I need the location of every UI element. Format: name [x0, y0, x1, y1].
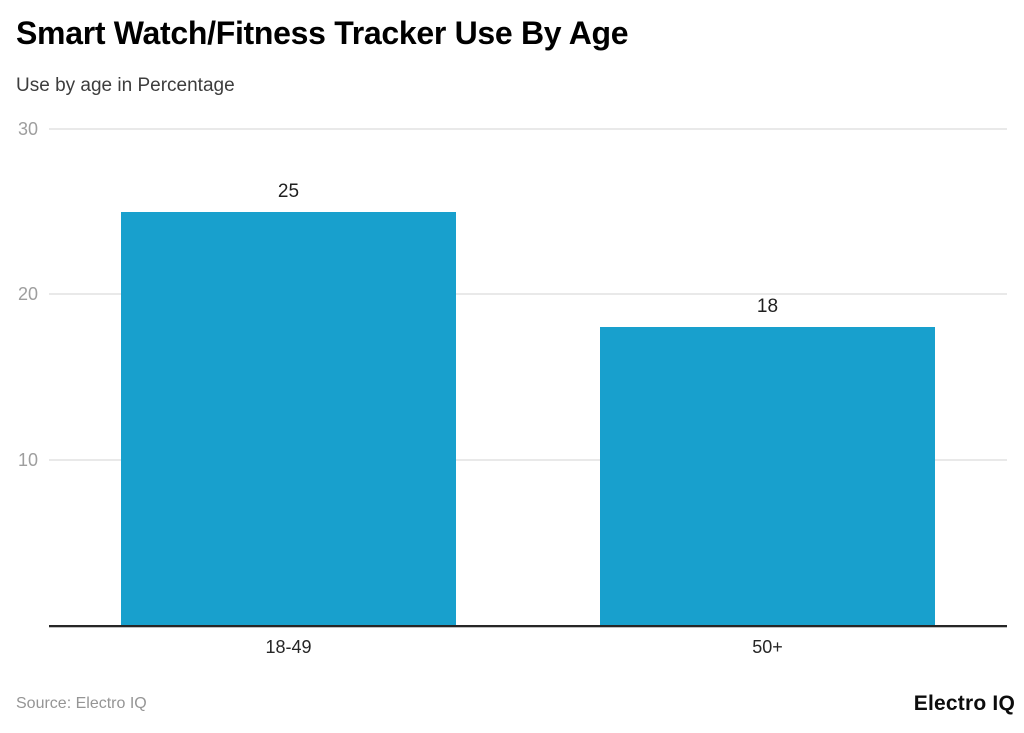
- chart-subtitle: Use by age in Percentage: [16, 75, 235, 96]
- value-label-50+: 18: [756, 296, 779, 318]
- source-note: Source: Electro IQ: [16, 695, 147, 712]
- plot-area: 10 20 30 25 18-49 18 50+: [18, 120, 1007, 656]
- brand-logo: Electro IQ: [913, 692, 1015, 715]
- bar-50+: [599, 327, 936, 625]
- y-tick-label-10: 10: [17, 449, 38, 470]
- x-axis-line: [49, 625, 1007, 627]
- x-tick-label-18-49: 18-49: [265, 637, 312, 657]
- gridline-20: [49, 293, 1007, 296]
- gridline-10: [49, 458, 1007, 461]
- value-label-18-49: 25: [277, 180, 300, 202]
- gridline-30: [49, 128, 1007, 130]
- y-tick-label-30: 30: [17, 119, 38, 139]
- chart-title: Smart Watch/Fitness Tracker Use By Age: [16, 15, 629, 51]
- bar-18-49: [120, 211, 457, 625]
- y-tick-label-20: 20: [17, 284, 38, 305]
- x-tick-label-50+: 50+: [752, 637, 783, 657]
